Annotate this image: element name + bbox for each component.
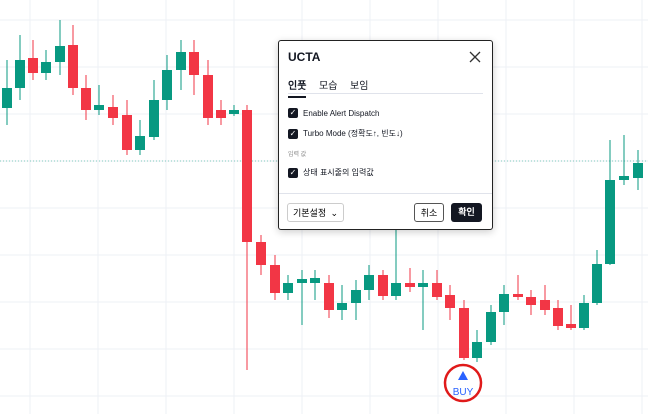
- candle-body: [459, 308, 469, 358]
- defaults-dropdown[interactable]: 기본설정 ⌄: [287, 203, 344, 222]
- candle-body: [418, 283, 428, 287]
- candle-body: [526, 297, 536, 305]
- candle-body: [15, 60, 25, 88]
- candle-body: [364, 275, 374, 290]
- dialog-title: UCTA: [288, 50, 321, 64]
- candle-body: [486, 312, 496, 342]
- candle-body: [256, 242, 266, 265]
- candle-body: [203, 75, 213, 118]
- candle-body: [351, 290, 361, 303]
- checkbox[interactable]: ✓: [288, 167, 298, 178]
- candle-body: [81, 88, 91, 110]
- candle-body: [337, 303, 347, 310]
- candle-body: [149, 100, 159, 137]
- tab-divider: [288, 93, 483, 94]
- candle-body: [41, 62, 51, 73]
- footer-divider: [279, 193, 492, 194]
- candle-body: [94, 105, 104, 110]
- confirm-button[interactable]: 확인: [451, 203, 482, 222]
- candle-body: [391, 283, 401, 296]
- candle-body: [472, 342, 482, 358]
- option-label: Enable Alert Dispatch: [303, 108, 380, 118]
- candle-body: [513, 294, 523, 297]
- candle-body: [189, 52, 199, 75]
- option-row[interactable]: ✓ Turbo Mode (정확도↑, 빈도↓): [288, 128, 403, 139]
- buy-label: BUY: [453, 387, 474, 398]
- candle-body: [242, 110, 252, 242]
- candle-body: [499, 294, 509, 312]
- settings-dialog: UCTA 인풋 모습 보임 ✓ Enable Alert Dispatch ✓ Turbo…: [278, 40, 493, 230]
- candle-body: [432, 283, 442, 297]
- candle-body: [270, 265, 280, 293]
- candle-body: [2, 88, 12, 108]
- candle-body: [229, 110, 239, 114]
- cancel-button[interactable]: 취소: [414, 203, 444, 222]
- buy-arrow: [458, 371, 468, 380]
- option-row[interactable]: ✓ Enable Alert Dispatch: [288, 108, 380, 118]
- option-label: 상태 표시줄의 입력값: [303, 168, 374, 177]
- candle-body: [297, 279, 307, 283]
- candle-body: [122, 115, 132, 150]
- candle-body: [405, 283, 415, 287]
- section-label: 입력 값: [288, 152, 307, 158]
- close-button[interactable]: [469, 51, 481, 63]
- candle-body: [108, 107, 118, 118]
- checkbox[interactable]: ✓: [288, 128, 298, 139]
- tab[interactable]: 보임: [350, 81, 369, 92]
- candle-body: [68, 45, 78, 88]
- candle-body: [553, 308, 563, 326]
- checkbox[interactable]: ✓: [288, 108, 298, 118]
- candle-body: [162, 70, 172, 100]
- candle-body: [378, 275, 388, 296]
- highlight-circle: [443, 363, 483, 403]
- candle-body: [619, 176, 629, 180]
- candle-body: [445, 295, 455, 308]
- candle-body: [579, 303, 589, 328]
- tab[interactable]: 모습: [319, 81, 338, 92]
- candle-body: [176, 52, 186, 70]
- candle-body: [216, 110, 226, 118]
- candle-body: [310, 278, 320, 283]
- candle-body: [28, 58, 38, 73]
- candle-body: [283, 283, 293, 293]
- tab[interactable]: 인풋: [288, 77, 307, 98]
- candle-body: [605, 180, 615, 264]
- candle-body: [135, 136, 145, 150]
- candle-body: [592, 264, 602, 303]
- option-row[interactable]: ✓ 상태 표시줄의 입력값: [288, 167, 374, 178]
- dropdown-label: 기본설정: [293, 208, 327, 218]
- candle-body: [566, 324, 576, 328]
- candle-body: [633, 163, 643, 178]
- option-label: Turbo Mode (정확도↑, 빈도↓): [303, 129, 403, 138]
- candle-body: [324, 283, 334, 310]
- candle-body: [55, 46, 65, 62]
- candle-body: [540, 300, 550, 310]
